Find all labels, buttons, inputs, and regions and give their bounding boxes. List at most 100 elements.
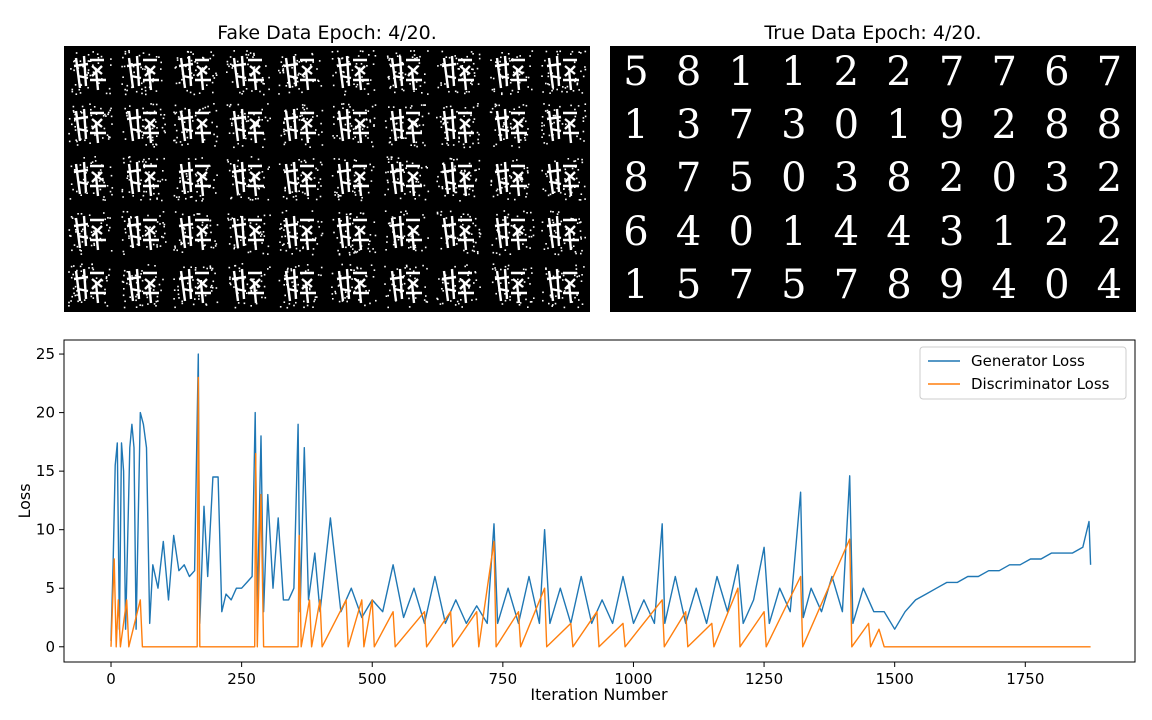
- fake-sample: [224, 48, 272, 96]
- real-sample: 4: [822, 208, 870, 256]
- real-sample: 7: [1085, 48, 1133, 96]
- real-sample: 7: [980, 48, 1028, 96]
- digit-label: 4: [675, 208, 702, 255]
- x-axis-ticks: 0 250 500 750 1000 1250 1500 1750: [106, 662, 1044, 688]
- digit-label: 9: [938, 261, 965, 308]
- legend-label-generator: Generator Loss: [971, 352, 1085, 370]
- noise-glyph: [491, 263, 535, 308]
- x-tick-label: 1750: [1006, 670, 1044, 688]
- noise-glyph: [542, 264, 586, 308]
- digit-label: 7: [833, 261, 860, 308]
- noise-glyph: [383, 156, 429, 201]
- fake-sample: [276, 101, 324, 149]
- fake-sample: [66, 48, 114, 96]
- digit-label: 2: [1096, 208, 1123, 255]
- real-sample: 4: [875, 208, 923, 256]
- real-sample: 2: [980, 101, 1028, 149]
- real-sample: 7: [717, 101, 765, 149]
- noise-glyph: [121, 156, 167, 202]
- real-sample: 2: [822, 48, 870, 96]
- legend-box: [919, 346, 1127, 400]
- noise-glyph: [226, 103, 271, 149]
- fake-sample: [329, 208, 377, 256]
- noise-glyph: [68, 263, 111, 307]
- noise-glyph: [541, 50, 587, 94]
- real-sample: 1: [875, 101, 923, 149]
- noise-glyph: [69, 156, 114, 202]
- noise-glyph: [489, 50, 533, 96]
- noise-glyph: [68, 211, 113, 255]
- fake-sample: [539, 48, 587, 96]
- real-sample: 0: [822, 101, 870, 149]
- real-sample: 0: [1033, 261, 1081, 309]
- noise-glyph: [437, 50, 481, 95]
- discriminator-loss-line: [110, 376, 1091, 648]
- digit-label: 8: [675, 49, 702, 95]
- fake-sample: [434, 154, 482, 202]
- digit-label: 4: [886, 208, 912, 255]
- fake-sample: [539, 101, 587, 149]
- real-sample: 1: [612, 261, 660, 309]
- real-sample: 7: [717, 261, 765, 309]
- fake-sample: [329, 261, 377, 309]
- real-sample: 0: [717, 208, 765, 256]
- digit-label: 8: [886, 155, 912, 202]
- real-sample: 2: [1085, 154, 1133, 202]
- noise-glyph: [174, 50, 218, 96]
- digit-label: 7: [675, 155, 702, 202]
- noise-glyph: [331, 50, 377, 96]
- noise-glyph: [70, 51, 112, 95]
- fake-sample: [171, 48, 219, 96]
- noise-glyph: [332, 103, 377, 148]
- noise-glyph: [541, 210, 587, 255]
- real-sample: 2: [1085, 208, 1133, 256]
- digit-label: 2: [991, 102, 1017, 149]
- noise-glyph: [436, 210, 482, 254]
- digit-label: 2: [886, 49, 912, 95]
- digit-label: 3: [833, 155, 860, 202]
- digit-label: 7: [1096, 49, 1123, 95]
- real-sample: 5: [612, 48, 660, 96]
- real-panel-title: True Data Epoch: 4/20.: [764, 22, 982, 44]
- fake-samples-grid: [64, 46, 590, 312]
- real-sample: 9: [928, 261, 976, 309]
- noise-glyph: [331, 158, 375, 202]
- digit-label: 3: [1044, 155, 1070, 202]
- real-sample: 7: [665, 154, 713, 202]
- real-sample: 4: [1085, 261, 1133, 309]
- y-tick-label: 25: [36, 345, 55, 363]
- digit-label: 1: [623, 261, 649, 308]
- real-sample: 1: [770, 208, 818, 256]
- generator-loss-line: [110, 353, 1092, 641]
- digit-label: 2: [1096, 155, 1123, 202]
- real-sample: 5: [717, 154, 765, 202]
- fake-sample: [119, 101, 167, 149]
- fake-sample: [487, 154, 535, 202]
- noise-glyph: [384, 104, 430, 148]
- digit-label: 1: [991, 208, 1017, 255]
- digit-label: 1: [886, 102, 912, 149]
- real-sample: 8: [875, 261, 923, 309]
- digit-label: 5: [675, 261, 702, 308]
- fake-sample: [224, 101, 272, 149]
- real-sample: 8: [665, 48, 713, 96]
- real-sample: 0: [980, 154, 1028, 202]
- noise-glyph: [491, 209, 535, 255]
- x-tick-label: 500: [358, 670, 387, 688]
- real-sample: 2: [875, 48, 923, 96]
- fake-sample: [276, 154, 324, 202]
- x-tick-label: 0: [106, 670, 116, 688]
- real-sample: 3: [822, 154, 870, 202]
- fake-sample: [434, 261, 482, 309]
- digit-label: 6: [623, 208, 649, 255]
- real-sample: 2: [928, 154, 976, 202]
- noise-glyph: [121, 263, 164, 309]
- fake-sample: [171, 101, 219, 149]
- digit-label: 0: [728, 208, 754, 255]
- noise-glyph: [228, 262, 271, 309]
- noise-glyph: [120, 50, 163, 96]
- real-sample: 4: [665, 208, 713, 256]
- real-sample: 7: [928, 48, 976, 96]
- real-sample: 6: [612, 208, 660, 256]
